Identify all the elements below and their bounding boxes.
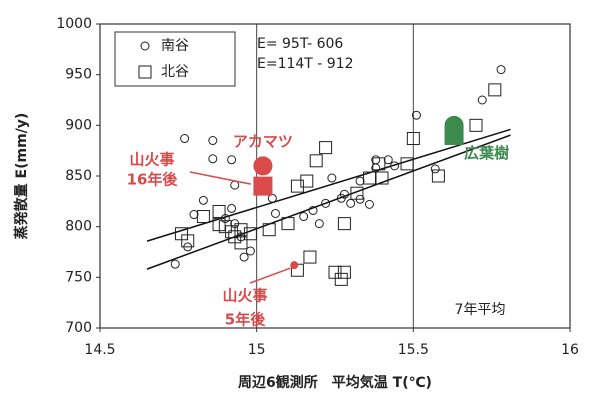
point xyxy=(239,252,249,262)
legend-marker xyxy=(138,65,152,79)
legend-marker xyxy=(140,41,150,51)
point xyxy=(290,261,299,270)
y-tick-label: 850 xyxy=(65,168,92,184)
point xyxy=(339,189,349,199)
point xyxy=(430,164,440,174)
point xyxy=(375,171,389,185)
arrow xyxy=(189,171,252,185)
point xyxy=(406,132,420,146)
point xyxy=(196,210,210,224)
point xyxy=(170,259,180,269)
point xyxy=(488,83,502,97)
arrow xyxy=(249,267,291,284)
x-tick-label: 15.5 xyxy=(398,342,429,358)
point xyxy=(337,217,351,231)
point xyxy=(308,205,318,215)
point xyxy=(208,136,218,146)
fit-line xyxy=(146,128,511,242)
point xyxy=(477,95,487,105)
y-tick-label: 700 xyxy=(65,320,92,336)
point xyxy=(400,157,414,171)
equation: E=114T - 912 xyxy=(257,56,354,72)
x-tick-label: 16 xyxy=(561,342,579,358)
point xyxy=(234,223,248,237)
annotation: 16年後 xyxy=(127,171,179,189)
point xyxy=(198,195,208,205)
point xyxy=(383,155,393,165)
fit-line xyxy=(146,134,511,270)
point xyxy=(469,118,483,132)
point xyxy=(290,179,304,193)
y-tick-label: 1000 xyxy=(56,16,92,32)
point xyxy=(337,265,351,279)
highlight-label: アカマツ xyxy=(233,132,293,150)
annotation: 山火事 xyxy=(222,287,267,305)
point xyxy=(390,161,400,171)
point xyxy=(281,217,295,231)
x-tick-label: 15 xyxy=(248,342,266,358)
point xyxy=(208,154,218,164)
equation: E= 95T- 606 xyxy=(257,36,343,52)
annotation: 7年平均 xyxy=(455,302,506,318)
point xyxy=(431,169,445,183)
point xyxy=(355,176,365,186)
point xyxy=(189,210,199,220)
y-tick-label: 800 xyxy=(65,219,92,235)
plot-frame xyxy=(99,23,571,329)
point xyxy=(212,204,226,218)
point xyxy=(230,180,240,190)
point xyxy=(227,155,237,165)
highlight-label: 広葉樹 xyxy=(464,144,509,162)
point xyxy=(181,234,195,248)
x-axis-label: 周辺6観測所 平均気温 T(℃) xyxy=(238,374,432,391)
point xyxy=(411,110,421,120)
point xyxy=(227,203,237,213)
point xyxy=(496,65,506,75)
point xyxy=(346,198,356,208)
legend-label: 北谷 xyxy=(161,64,189,80)
point xyxy=(303,250,317,264)
y-tick-label: 950 xyxy=(65,67,92,83)
point xyxy=(234,236,248,250)
legend-box xyxy=(114,31,236,87)
point xyxy=(309,154,323,168)
point xyxy=(245,246,255,256)
y-axis-label: 蒸発散量 E(mm/y) xyxy=(13,113,30,240)
point xyxy=(444,125,464,145)
point xyxy=(262,223,276,237)
point xyxy=(299,212,309,222)
annotation: 山火事 xyxy=(129,151,174,169)
point xyxy=(334,272,348,286)
y-tick-label: 900 xyxy=(65,117,92,133)
point xyxy=(372,157,386,171)
point xyxy=(364,199,374,209)
point xyxy=(180,134,190,144)
x-tick-label: 14.5 xyxy=(84,342,115,358)
point xyxy=(327,173,337,183)
point xyxy=(321,198,331,208)
point xyxy=(300,174,314,188)
point xyxy=(243,227,257,241)
point xyxy=(362,171,376,185)
point xyxy=(253,176,273,196)
y-tick-label: 750 xyxy=(65,269,92,285)
point xyxy=(314,219,324,229)
annotation: 5年後 xyxy=(225,311,266,329)
point xyxy=(319,141,333,155)
point xyxy=(270,208,280,218)
point xyxy=(253,156,273,176)
point xyxy=(225,225,239,239)
legend-label: 南谷 xyxy=(161,38,189,54)
point xyxy=(350,186,364,200)
